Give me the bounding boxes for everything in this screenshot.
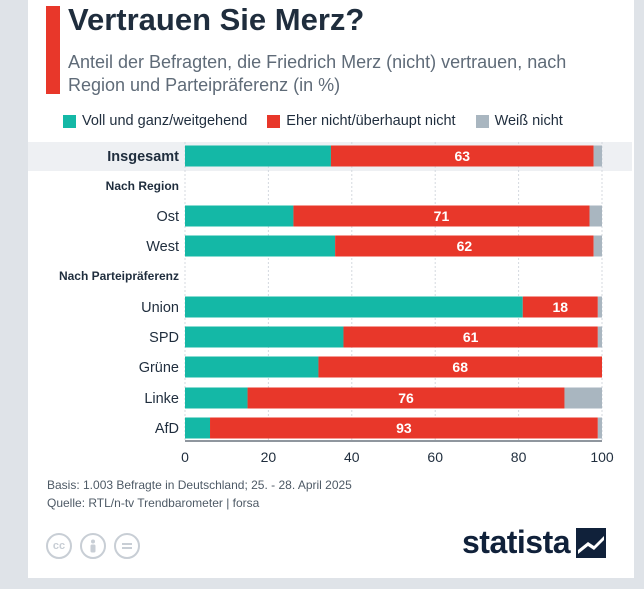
- category-label-afd: AfD: [155, 421, 179, 437]
- data-label-union: 18: [553, 299, 569, 315]
- bar-afd-voll-und-ganz-weitgehend: [185, 417, 211, 439]
- bar-union-voll-und-ganz-weitgehend: [185, 296, 523, 318]
- bar-grüne-eher-nicht-überhaupt-nicht: [318, 356, 602, 378]
- data-label-ost: 71: [434, 208, 450, 224]
- category-label-spd: SPD: [149, 330, 179, 346]
- bar-spd-eher-nicht-überhaupt-nicht: [343, 326, 598, 348]
- x-tick-label-100: 100: [590, 449, 614, 465]
- bar-afd-weiß-nicht: [597, 417, 602, 439]
- equals-icon: [122, 543, 132, 549]
- legend-item-unknown: Weiß nicht: [475, 113, 563, 129]
- license-icons[interactable]: cc: [46, 533, 148, 559]
- category-label-insgesamt: Insgesamt: [107, 149, 179, 165]
- bar-ost-voll-und-ganz-weitgehend: [185, 205, 294, 227]
- bar-insgesamt-weiß-nicht: [593, 145, 602, 167]
- statista-logo[interactable]: statista: [462, 524, 607, 561]
- x-tick-label-80: 80: [511, 449, 527, 465]
- bar-west-voll-und-ganz-weitgehend: [185, 235, 336, 257]
- bar-linke-eher-nicht-überhaupt-nicht: [247, 387, 565, 409]
- chart-title: Vertrauen Sie Merz?: [68, 2, 365, 37]
- bar-ost-eher-nicht-überhaupt-nicht: [293, 205, 590, 227]
- bar-linke-voll-und-ganz-weitgehend: [185, 387, 248, 409]
- data-label-linke: 76: [398, 390, 414, 406]
- legend-label-unknown: Weiß nicht: [494, 113, 563, 129]
- legend-label-trust: Voll und ganz/weitgehend: [82, 113, 248, 129]
- category-label-grüne: Grüne: [139, 360, 179, 376]
- nd-icon[interactable]: [114, 533, 140, 559]
- legend: Voll und ganz/weitgehend Eher nicht/über…: [63, 111, 563, 131]
- legend-swatch-unknown: [475, 114, 489, 128]
- category-label-west: West: [146, 239, 179, 255]
- chart-card: [28, 0, 634, 578]
- legend-item-trust: Voll und ganz/weitgehend: [63, 113, 247, 129]
- data-label-insgesamt: 63: [455, 148, 471, 164]
- bar-ost-weiß-nicht: [589, 205, 602, 227]
- bar-insgesamt-voll-und-ganz-weitgehend: [185, 145, 331, 167]
- chart-subtitle: Anteil der Befragten, die Friedrich Merz…: [68, 52, 567, 95]
- logo-text: statista: [462, 524, 571, 560]
- accent-bar: [46, 6, 60, 94]
- footer-basis: Basis: 1.003 Befragte in Deutschland; 25…: [47, 478, 352, 492]
- legend-swatch-distrust: [267, 114, 281, 128]
- group-label-nach-parteipräferenz: Nach Parteipräferenz: [59, 269, 179, 283]
- x-tick-label-20: 20: [261, 449, 277, 465]
- bar-west-weiß-nicht: [593, 235, 602, 257]
- legend-swatch-trust: [63, 114, 76, 128]
- bar-spd-voll-und-ganz-weitgehend: [185, 326, 344, 348]
- logo-mark-icon: [576, 527, 607, 558]
- category-label-ost: Ost: [156, 209, 179, 225]
- category-label-union: Union: [141, 300, 179, 316]
- x-tick-label-40: 40: [344, 449, 360, 465]
- bar-afd-eher-nicht-überhaupt-nicht: [210, 417, 598, 439]
- data-label-west: 62: [457, 238, 473, 254]
- data-label-spd: 61: [463, 329, 479, 345]
- bar-west-eher-nicht-überhaupt-nicht: [335, 235, 594, 257]
- footer-source: Quelle: RTL/n-tv Trendbarometer | forsa: [47, 496, 260, 510]
- bar-spd-weiß-nicht: [597, 326, 602, 348]
- x-tick-label-60: 60: [427, 449, 443, 465]
- data-label-afd: 93: [396, 420, 412, 436]
- cc-icon[interactable]: cc: [46, 533, 72, 559]
- bar-insgesamt-eher-nicht-überhaupt-nicht: [330, 145, 594, 167]
- legend-item-distrust: Eher nicht/überhaupt nicht: [267, 113, 456, 129]
- data-label-grüne: 68: [452, 359, 468, 375]
- bar-chart: Nach Region Nach Parteipräferenz Insgesamt…: [59, 142, 614, 465]
- x-tick-label-0: 0: [181, 449, 189, 465]
- group-label-nach-region: Nach Region: [106, 179, 179, 193]
- person-icon: [90, 539, 96, 553]
- legend-label-distrust: Eher nicht/überhaupt nicht: [286, 113, 456, 129]
- by-icon[interactable]: [80, 533, 106, 559]
- bar-union-eher-nicht-überhaupt-nicht: [522, 296, 598, 318]
- bar-union-weiß-nicht: [597, 296, 602, 318]
- bar-grüne-voll-und-ganz-weitgehend: [185, 356, 319, 378]
- bar-linke-weiß-nicht: [564, 387, 602, 409]
- category-label-linke: Linke: [144, 391, 179, 407]
